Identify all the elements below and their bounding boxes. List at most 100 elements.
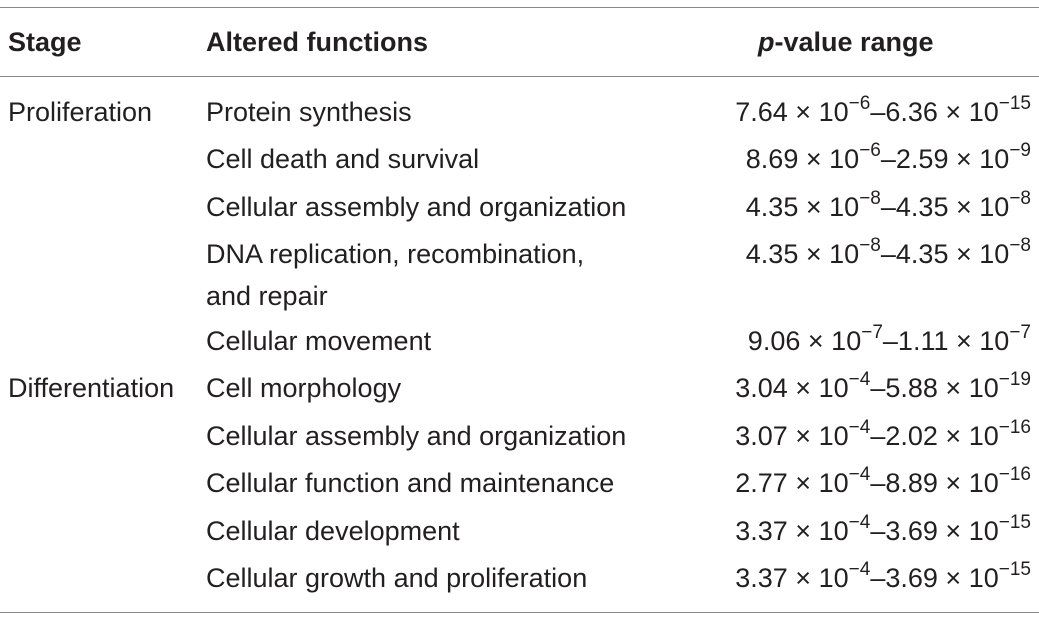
table-bottom-rule	[0, 612, 1039, 613]
range-separator: –	[882, 326, 898, 356]
times-sign: ×	[795, 97, 812, 127]
cell-function: Cellular development	[206, 516, 460, 546]
cell-p-value-range: 3.04 × 10−4–5.88 × 10−19	[735, 369, 1031, 404]
header-rule	[0, 76, 1039, 77]
cell-p-value-range: 8.69 × 10−6–2.59 × 10−9	[745, 140, 1031, 175]
times-sign: ×	[945, 421, 962, 451]
p-from-exponent: −4	[848, 464, 871, 485]
range-separator: –	[880, 192, 896, 222]
p-from-exponent: −7	[861, 322, 883, 343]
cell-p-value-range: 2.77 × 10−4–8.89 × 10−16	[735, 464, 1031, 499]
p-to-mantissa: 5.88	[885, 373, 938, 403]
p-from-mantissa: 3.07	[735, 421, 788, 451]
base-ten: 10	[818, 97, 849, 127]
p-to-mantissa: 6.36	[885, 97, 938, 127]
base-ten: 10	[968, 468, 999, 498]
p-to-exponent: −8	[1009, 235, 1031, 256]
times-sign: ×	[955, 144, 972, 174]
base-ten: 10	[818, 373, 849, 403]
times-sign: ×	[795, 563, 812, 593]
cell-function: and repair	[206, 281, 328, 311]
p-to-exponent: −15	[998, 512, 1031, 533]
base-ten: 10	[829, 144, 860, 174]
p-from-mantissa: 3.04	[735, 373, 788, 403]
times-sign: ×	[955, 192, 972, 222]
p-from-exponent: −4	[848, 512, 871, 533]
cell-p-value-range: 9.06 × 10−7–1.11 × 10−7	[747, 322, 1031, 357]
base-ten: 10	[829, 192, 860, 222]
base-ten: 10	[831, 326, 862, 356]
p-to-exponent: −15	[998, 559, 1031, 580]
base-ten: 10	[968, 563, 999, 593]
p-from-exponent: −6	[859, 140, 881, 161]
cell-function: Protein synthesis	[206, 97, 412, 127]
times-sign: ×	[805, 192, 822, 222]
base-ten: 10	[818, 563, 849, 593]
p-from-mantissa: 4.35	[745, 239, 799, 269]
p-to-mantissa: 8.89	[885, 468, 938, 498]
table-top-rule	[0, 7, 1039, 8]
p-from-mantissa: 4.35	[745, 192, 799, 222]
p-from-exponent: −6	[848, 93, 871, 114]
cell-p-value-range: 3.37 × 10−4–3.69 × 10−15	[735, 559, 1031, 594]
header-p-rest: -value range	[774, 27, 934, 57]
p-from-exponent: −4	[848, 559, 871, 580]
p-to-exponent: −16	[998, 417, 1031, 438]
p-to-exponent: −19	[998, 369, 1031, 390]
cell-function: Cellular growth and proliferation	[206, 563, 588, 593]
p-from-mantissa: 7.64	[735, 97, 788, 127]
cell-p-value-range: 3.37 × 10−4–3.69 × 10−15	[735, 512, 1031, 547]
base-ten: 10	[979, 326, 1010, 356]
cell-p-value-range: 4.35 × 10−8–4.35 × 10−8	[745, 235, 1031, 270]
base-ten: 10	[968, 421, 999, 451]
range-separator: –	[870, 97, 886, 127]
base-ten: 10	[968, 516, 999, 546]
p-from-exponent: −4	[848, 417, 871, 438]
p-from-exponent: −4	[848, 369, 871, 390]
times-sign: ×	[795, 516, 812, 546]
range-separator: –	[870, 468, 886, 498]
times-sign: ×	[945, 563, 962, 593]
p-to-exponent: −7	[1009, 322, 1031, 343]
p-from-mantissa: 9.06	[747, 326, 801, 356]
p-to-exponent: −15	[998, 93, 1031, 114]
cell-function: Cellular assembly and organization	[206, 192, 627, 222]
cell-p-value-range: 4.35 × 10−8–4.35 × 10−8	[745, 189, 1031, 223]
header-p-italic: p	[758, 27, 775, 57]
cell-function: DNA replication, recombination,	[206, 239, 585, 269]
range-separator: –	[870, 373, 886, 403]
p-to-mantissa: 2.02	[885, 421, 938, 451]
p-from-exponent: −8	[859, 235, 881, 256]
cell-function: Cellular assembly and organization	[206, 421, 627, 451]
cell-p-value-range: 7.64 × 10−6–6.36 × 10−15	[735, 93, 1031, 128]
cell-stage: Proliferation	[8, 97, 153, 127]
range-separator: –	[880, 144, 896, 174]
times-sign: ×	[945, 468, 962, 498]
times-sign: ×	[945, 373, 962, 403]
base-ten: 10	[979, 144, 1010, 174]
p-from-mantissa: 3.37	[735, 516, 788, 546]
range-separator: –	[870, 421, 886, 451]
times-sign: ×	[805, 239, 822, 269]
cell-stage: Differentiation	[8, 373, 175, 403]
times-sign: ×	[795, 468, 812, 498]
p-to-exponent: −16	[998, 464, 1031, 485]
base-ten: 10	[818, 516, 849, 546]
p-to-mantissa: 2.59	[895, 144, 949, 174]
cell-function: Cell morphology	[206, 373, 402, 403]
header-stage: Stage	[8, 27, 82, 57]
base-ten: 10	[818, 468, 849, 498]
p-from-mantissa: 3.37	[735, 563, 788, 593]
times-sign: ×	[945, 97, 962, 127]
cell-p-value-range: 3.07 × 10−4–2.02 × 10−16	[735, 417, 1031, 452]
cell-function: Cellular function and maintenance	[206, 468, 615, 498]
p-to-mantissa: 3.69	[885, 516, 938, 546]
base-ten: 10	[829, 239, 860, 269]
p-from-mantissa: 8.69	[745, 144, 799, 174]
base-ten: 10	[968, 97, 999, 127]
cell-function: Cellular movement	[206, 326, 432, 356]
range-separator: –	[880, 239, 896, 269]
p-from-mantissa: 2.77	[735, 468, 788, 498]
times-sign: ×	[955, 326, 972, 356]
p-to-exponent: −9	[1009, 140, 1031, 161]
